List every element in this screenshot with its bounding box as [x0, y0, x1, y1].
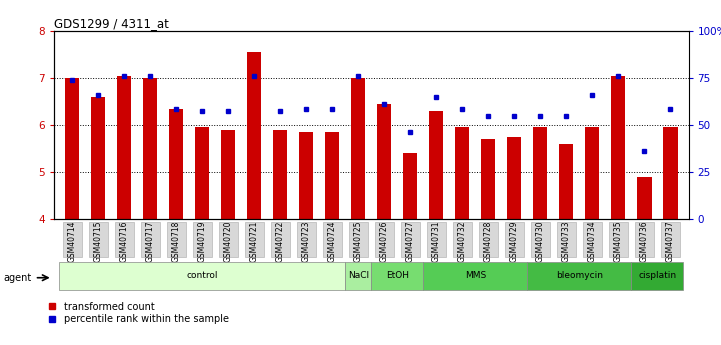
Bar — [219, 222, 238, 257]
Text: GSM40714: GSM40714 — [68, 220, 76, 262]
Text: GSM40726: GSM40726 — [380, 220, 389, 262]
Text: GSM40716: GSM40716 — [120, 220, 129, 262]
Text: EtOH: EtOH — [386, 272, 409, 280]
Bar — [609, 222, 628, 257]
Bar — [115, 222, 133, 257]
Bar — [117, 76, 131, 219]
Text: GSM40729: GSM40729 — [510, 220, 519, 262]
Bar — [349, 222, 368, 257]
Bar — [635, 222, 654, 257]
Text: GSM40725: GSM40725 — [354, 220, 363, 262]
Text: GSM40718: GSM40718 — [172, 220, 181, 262]
FancyBboxPatch shape — [59, 262, 345, 290]
Bar — [65, 78, 79, 219]
FancyBboxPatch shape — [423, 262, 527, 290]
FancyBboxPatch shape — [527, 262, 632, 290]
Bar — [63, 222, 81, 257]
Text: GSM40721: GSM40721 — [249, 220, 259, 262]
Bar — [663, 127, 678, 219]
Text: NaCl: NaCl — [348, 272, 369, 280]
Bar — [297, 222, 316, 257]
Text: GSM40734: GSM40734 — [588, 220, 597, 262]
Bar — [351, 78, 366, 219]
Bar — [531, 222, 549, 257]
Text: GSM40720: GSM40720 — [224, 220, 233, 262]
Bar — [559, 144, 573, 219]
Text: bleomycin: bleomycin — [556, 272, 603, 280]
Bar — [273, 130, 288, 219]
Bar — [557, 222, 575, 257]
Bar — [429, 111, 443, 219]
Bar — [583, 222, 602, 257]
Text: GSM40733: GSM40733 — [562, 220, 571, 262]
Bar — [141, 222, 159, 257]
Bar — [661, 222, 680, 257]
Text: GSM40715: GSM40715 — [94, 220, 103, 262]
Bar — [453, 222, 472, 257]
Bar — [91, 97, 105, 219]
Bar — [325, 132, 340, 219]
Bar — [167, 222, 185, 257]
Bar — [427, 222, 446, 257]
Bar — [479, 222, 497, 257]
Bar — [221, 130, 236, 219]
Text: GSM40724: GSM40724 — [328, 220, 337, 262]
Bar — [611, 76, 626, 219]
Bar — [193, 222, 212, 257]
Bar — [169, 109, 183, 219]
Bar — [377, 104, 392, 219]
Text: GSM40727: GSM40727 — [406, 220, 415, 262]
Bar — [323, 222, 342, 257]
Bar — [89, 222, 107, 257]
Bar — [481, 139, 495, 219]
Text: GSM40730: GSM40730 — [536, 220, 545, 262]
Bar — [247, 52, 262, 219]
Bar — [585, 127, 599, 219]
Text: GSM40717: GSM40717 — [146, 220, 155, 262]
Text: control: control — [187, 272, 218, 280]
Bar — [455, 127, 469, 219]
Bar — [143, 78, 157, 219]
Bar — [403, 153, 417, 219]
Bar — [637, 177, 652, 219]
Text: GSM40722: GSM40722 — [276, 220, 285, 262]
Bar — [271, 222, 290, 257]
FancyBboxPatch shape — [371, 262, 423, 290]
Text: cisplatin: cisplatin — [638, 272, 676, 280]
Bar — [195, 127, 209, 219]
Text: GSM40719: GSM40719 — [198, 220, 207, 262]
Bar — [534, 127, 547, 219]
Bar — [507, 137, 521, 219]
Bar — [401, 222, 420, 257]
Legend: transformed count, percentile rank within the sample: transformed count, percentile rank withi… — [48, 302, 229, 325]
Text: GSM40732: GSM40732 — [458, 220, 466, 262]
Text: GSM40735: GSM40735 — [614, 220, 623, 262]
Text: GSM40737: GSM40737 — [666, 220, 675, 262]
FancyBboxPatch shape — [345, 262, 371, 290]
Text: GDS1299 / 4311_at: GDS1299 / 4311_at — [54, 17, 169, 30]
Text: GSM40731: GSM40731 — [432, 220, 441, 262]
Text: GSM40728: GSM40728 — [484, 220, 493, 262]
Bar — [375, 222, 394, 257]
Bar — [299, 132, 314, 219]
Bar — [505, 222, 523, 257]
FancyBboxPatch shape — [632, 262, 684, 290]
Text: MMS: MMS — [465, 272, 486, 280]
Text: agent: agent — [4, 273, 32, 283]
Bar — [245, 222, 264, 257]
Text: GSM40736: GSM40736 — [640, 220, 649, 262]
Text: GSM40723: GSM40723 — [302, 220, 311, 262]
